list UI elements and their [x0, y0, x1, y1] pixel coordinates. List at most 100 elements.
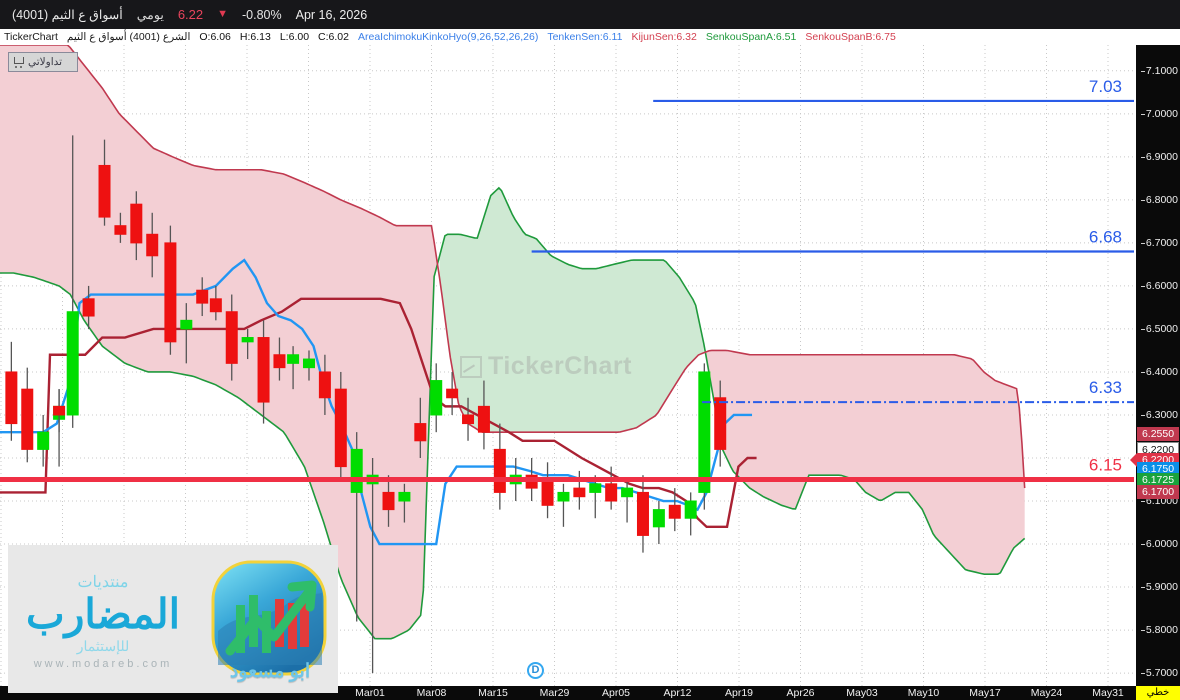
- down-triangle-icon: ▼: [217, 8, 229, 20]
- legend-tenkan-sen: TenkenSen:6.11: [547, 31, 623, 43]
- price-tick: 6.3000: [1140, 408, 1178, 421]
- legend-indicator-name[interactable]: AreaIchimokuKinkoHyo(9,26,52,26,26): [357, 31, 539, 43]
- candle-body[interactable]: [37, 431, 50, 450]
- candle-body[interactable]: [287, 354, 300, 364]
- price-tick: 7.1000: [1140, 64, 1178, 77]
- candle-body[interactable]: [668, 504, 681, 519]
- title-bar: أسواق ع الثيم (4001) يومي 6.22 ▼ -0.80% …: [0, 0, 1180, 29]
- candle-body[interactable]: [698, 371, 711, 493]
- date-tick: Apr26: [786, 687, 815, 699]
- candle-body[interactable]: [318, 371, 331, 399]
- candle-body[interactable]: [573, 487, 586, 498]
- price-level-badge[interactable]: 6.1725: [1137, 473, 1179, 488]
- price-tick: 6.7000: [1140, 236, 1178, 249]
- date-tick: Mar29: [539, 687, 570, 699]
- candle-body[interactable]: [652, 509, 665, 528]
- candle-body[interactable]: [130, 203, 143, 244]
- legend-kijun-sen: KijunSen:6.32: [631, 31, 697, 43]
- price-tick: 5.8000: [1140, 624, 1178, 637]
- candle-body[interactable]: [180, 319, 193, 330]
- logo-text-block: منتديات المضارب للإستثمار www.modareb.co…: [8, 568, 204, 670]
- candlestick-svg: 7.03 6.68 6.33 6.15: [0, 45, 1136, 686]
- candle-body[interactable]: [414, 423, 427, 442]
- legend-low: L:6.00: [279, 31, 310, 43]
- candle-body[interactable]: [273, 354, 286, 369]
- candle-body[interactable]: [621, 487, 634, 498]
- forum-logo-watermark: منتديات المضارب للإستثمار www.modareb.co…: [8, 545, 338, 693]
- legend-symbol: الشرع (4001) أسواق ع الثيم: [66, 31, 191, 43]
- candle-body[interactable]: [493, 448, 506, 493]
- date-tick: Apr19: [724, 687, 754, 699]
- candle-body[interactable]: [225, 311, 238, 364]
- candle-body[interactable]: [257, 337, 270, 403]
- logo-url: www.modareb.com: [33, 658, 173, 671]
- candle-body[interactable]: [334, 388, 347, 468]
- cart-icon: [13, 57, 24, 68]
- candle-body[interactable]: [636, 491, 649, 536]
- candle-body[interactable]: [98, 164, 111, 218]
- price-level-badge[interactable]: 6.1700: [1137, 485, 1179, 500]
- date-tick: May03: [846, 687, 878, 699]
- candle-body[interactable]: [209, 298, 222, 313]
- price-line-label: 6.68: [1089, 227, 1122, 246]
- legend-source: TickerChart: [4, 31, 58, 43]
- quote-date: Apr 16, 2026: [295, 7, 368, 22]
- date-tick: May10: [907, 687, 940, 699]
- candle-body[interactable]: [21, 388, 34, 450]
- candle-body[interactable]: [684, 500, 697, 519]
- candle-body[interactable]: [66, 311, 79, 416]
- dividend-marker[interactable]: D: [527, 662, 544, 679]
- price-tick: 7.0000: [1140, 107, 1178, 120]
- logo-line-1: منتديات: [77, 573, 129, 591]
- candle-body[interactable]: [430, 380, 443, 416]
- scale-mode-button[interactable]: خطي: [1136, 686, 1180, 700]
- candle-body[interactable]: [302, 358, 315, 369]
- logo-emblem-icon: ابو مسعود: [204, 553, 336, 685]
- candle-body[interactable]: [114, 225, 127, 235]
- candle-body[interactable]: [82, 298, 95, 317]
- my-trades-label: تداولاتي: [28, 56, 63, 68]
- date-tick: Mar01: [355, 687, 385, 699]
- candle-body[interactable]: [146, 233, 159, 257]
- candle-body[interactable]: [589, 483, 602, 493]
- date-tick: Apr12: [663, 687, 692, 699]
- price-tick: 6.0000: [1140, 538, 1178, 551]
- legend-open: O:6.06: [199, 31, 231, 43]
- price-level-badge[interactable]: 6.2550: [1137, 427, 1179, 442]
- candle-body[interactable]: [714, 397, 727, 450]
- price-level-badge[interactable]: 6.1750: [1137, 461, 1179, 476]
- legend-high: H:6.13: [239, 31, 271, 43]
- candle-body[interactable]: [541, 479, 554, 506]
- candle-body[interactable]: [477, 405, 490, 433]
- date-tick: Mar08: [416, 687, 447, 699]
- price-tick: 6.9000: [1140, 150, 1178, 163]
- candle-body[interactable]: [398, 491, 411, 502]
- logo-line-2: المضارب: [25, 590, 181, 637]
- candle-body[interactable]: [53, 405, 66, 416]
- date-tick: May31: [1092, 687, 1124, 699]
- legend-senkou-span-a: SenkouSpanA:6.51: [705, 31, 797, 43]
- price-axis[interactable]: 7.1000 7.0000 6.9000 6.8000 6.7000 6.6000 6.50…: [1130, 45, 1180, 686]
- price-line-label: 7.03: [1089, 77, 1122, 96]
- candle-body[interactable]: [382, 491, 395, 511]
- candle-body[interactable]: [196, 289, 209, 304]
- logo-line-3: للإستثمار: [76, 638, 130, 655]
- candle-body[interactable]: [241, 337, 254, 343]
- price-tick: 5.7000: [1140, 667, 1178, 680]
- candle-body[interactable]: [164, 242, 177, 343]
- price-tick: 5.9000: [1140, 581, 1178, 594]
- legend-close: C:6.02: [318, 31, 349, 43]
- candle-body[interactable]: [557, 491, 570, 502]
- last-price: 6.22: [177, 7, 204, 22]
- my-trades-button[interactable]: تداولاتي: [8, 52, 78, 72]
- candle-body[interactable]: [605, 483, 618, 502]
- candle-body[interactable]: [5, 371, 18, 425]
- candle-body[interactable]: [446, 388, 459, 399]
- candle-body[interactable]: [462, 414, 475, 425]
- candle-body[interactable]: [350, 448, 363, 493]
- logo-author: ابو مسعود: [229, 661, 311, 682]
- price-tick: 6.4000: [1140, 365, 1178, 378]
- candles-group: [5, 135, 727, 674]
- date-tick: May17: [969, 687, 1001, 699]
- symbol-name: أسواق ع الثيم (4001): [12, 8, 123, 22]
